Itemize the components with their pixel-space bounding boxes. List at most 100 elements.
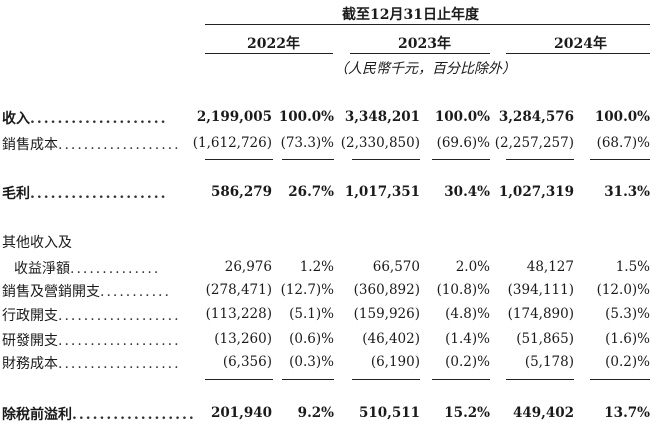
unit-note: （人民幣千元，百分比除外） [334, 61, 516, 77]
rule-after-finance-2022b [282, 379, 334, 380]
row-label-text: 財務成本 [2, 356, 58, 372]
leader-dots: ........... [100, 284, 171, 300]
amount-cell: 48,127 [526, 259, 574, 275]
leader-dots: .................. [72, 407, 196, 423]
row-label-text: 其他收入及 [2, 235, 72, 251]
percent-cell: 1.5% [615, 259, 650, 275]
rule-after-cost-2022a [205, 159, 273, 160]
row-label-text: 收益淨額 [14, 261, 70, 277]
row-label: 行政開支................... [2, 305, 181, 325]
percent-cell: 13.7% [604, 405, 650, 421]
year-2023-underline [350, 53, 490, 54]
percent-cell: (12.7)% [280, 282, 334, 298]
percent-cell: 100.0% [434, 109, 490, 125]
leader-dots: ................... [58, 308, 181, 324]
row-label: 毛利.................... [2, 183, 167, 203]
row-label-text: 行政開支 [2, 308, 58, 324]
percent-cell: 100.0% [278, 109, 334, 125]
amount-cell: (51,865) [516, 331, 574, 347]
percent-cell: (4.8)% [445, 306, 490, 322]
row-label: 收益淨額.............. [14, 258, 160, 278]
rule-after-finance-2023b [432, 379, 490, 380]
row-label-text: 除稅前溢利 [2, 407, 72, 423]
rule-after-cost-2024b [590, 159, 650, 160]
amount-cell: (6,356) [222, 354, 272, 370]
year-2022-header: 2022年 [247, 36, 300, 52]
amount-cell: (2,257,257) [494, 135, 574, 151]
percent-cell: (68.7)% [596, 135, 650, 151]
amount-cell: 3,348,201 [344, 109, 420, 125]
amount-cell: 66,570 [372, 259, 420, 275]
percent-cell: (10.8)% [436, 282, 490, 298]
percent-cell: (12.0)% [596, 282, 650, 298]
percent-cell: (0.2)% [445, 354, 490, 370]
percent-cell: 15.2% [444, 405, 490, 421]
year-2022-underline [205, 53, 333, 54]
rule-after-finance-2022a [205, 379, 273, 380]
leader-dots: ................... [58, 333, 181, 349]
percent-cell: (5.1)% [289, 306, 334, 322]
percent-cell: (5.3)% [605, 306, 650, 322]
row-label: 銷售及營銷開支........... [2, 281, 171, 301]
percent-cell: (0.3)% [289, 354, 334, 370]
amount-cell: (174,890) [507, 306, 574, 322]
leader-dots: .................... [30, 111, 168, 127]
percent-cell: (73.3)% [280, 135, 334, 151]
row-label-text: 銷售成本 [2, 137, 58, 153]
percent-cell: (69.6)% [436, 135, 490, 151]
row-label-text: 收入 [2, 111, 30, 127]
percent-cell: (0.2)% [605, 354, 650, 370]
row-label: 研發開支................... [2, 330, 181, 350]
row-label: 財務成本................... [2, 353, 181, 373]
amount-cell: 201,940 [210, 405, 272, 421]
amount-cell: (159,926) [353, 306, 420, 322]
amount-cell: (13,260) [214, 331, 272, 347]
amount-cell: 510,511 [358, 405, 420, 421]
percent-cell: (1.6)% [605, 331, 650, 347]
amount-cell: 2,199,005 [196, 109, 272, 125]
percent-cell: 30.4% [444, 184, 490, 200]
row-label: 除稅前溢利.................. [2, 404, 196, 424]
leader-dots: .................... [30, 186, 168, 202]
amount-cell: (6,190) [370, 354, 420, 370]
row-label: 收入.................... [2, 108, 167, 128]
rule-after-finance-2024b [590, 379, 650, 380]
percent-cell: (1.4)% [445, 331, 490, 347]
rule-after-finance-2024a [506, 379, 574, 380]
amount-cell: 449,402 [512, 405, 574, 421]
percent-cell: 2.0% [455, 259, 490, 275]
percent-cell: 100.0% [594, 109, 650, 125]
amount-cell: 1,017,351 [344, 184, 420, 200]
amount-cell: (394,111) [507, 282, 574, 298]
amount-cell: (1,612,726) [192, 135, 272, 151]
percent-cell: 1.2% [299, 259, 334, 275]
percent-cell: 9.2% [297, 405, 334, 421]
year-2024-header: 2024年 [554, 36, 607, 52]
leader-dots: ................... [58, 356, 181, 372]
amount-cell: 26,976 [224, 259, 272, 275]
period-underline [205, 24, 650, 25]
leader-dots: .............. [70, 261, 161, 277]
percent-cell: 31.3% [604, 184, 650, 200]
leader-dots: ................... [58, 137, 181, 153]
amount-cell: (278,471) [205, 282, 272, 298]
row-label-text: 研發開支 [2, 333, 58, 349]
row-label-text: 毛利 [2, 186, 30, 202]
rule-after-cost-2023b [432, 159, 490, 160]
amount-cell: 3,284,576 [498, 109, 574, 125]
period-header: 截至12月31日止年度 [342, 7, 479, 23]
rule-after-cost-2023a [352, 159, 420, 160]
amount-cell: (46,402) [362, 331, 420, 347]
percent-cell: (0.6)% [289, 331, 334, 347]
year-2023-header: 2023年 [398, 36, 451, 52]
amount-cell: (360,892) [353, 282, 420, 298]
row-label-text: 銷售及營銷開支 [2, 284, 100, 300]
amount-cell: (2,330,850) [340, 135, 420, 151]
rule-after-cost-2024a [506, 159, 574, 160]
amount-cell: 586,279 [210, 184, 272, 200]
row-label: 其他收入及 [2, 232, 72, 252]
year-2024-underline [506, 53, 650, 54]
rule-after-finance-2023a [352, 379, 420, 380]
row-label: 銷售成本................... [2, 134, 181, 154]
amount-cell: (5,178) [524, 354, 574, 370]
